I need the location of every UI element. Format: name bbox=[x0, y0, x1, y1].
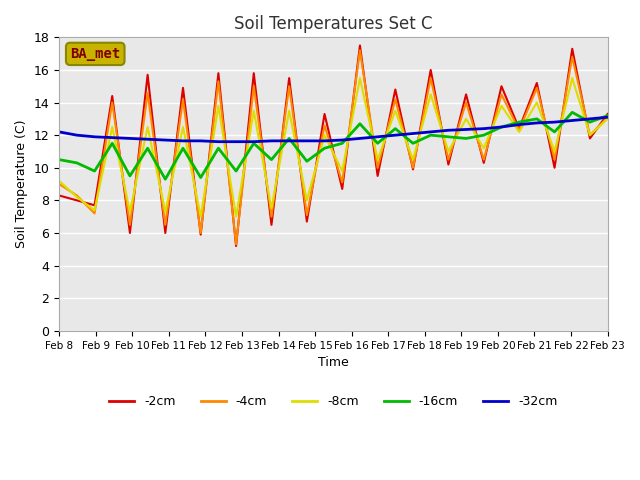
Y-axis label: Soil Temperature (C): Soil Temperature (C) bbox=[15, 120, 28, 248]
Legend: -2cm, -4cm, -8cm, -16cm, -32cm: -2cm, -4cm, -8cm, -16cm, -32cm bbox=[104, 390, 563, 413]
X-axis label: Time: Time bbox=[318, 356, 349, 369]
Text: BA_met: BA_met bbox=[70, 47, 120, 61]
Title: Soil Temperatures Set C: Soil Temperatures Set C bbox=[234, 15, 433, 33]
